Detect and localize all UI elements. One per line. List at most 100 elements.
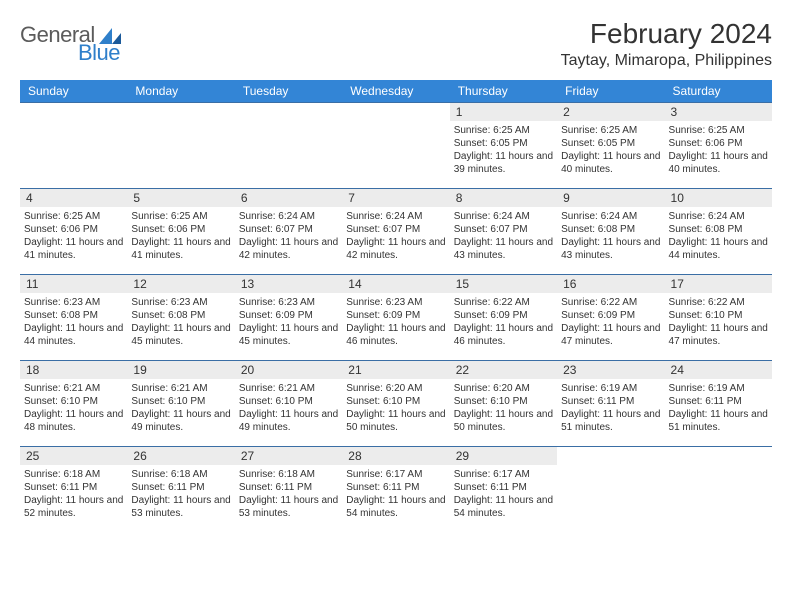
day-body: Sunrise: 6:24 AMSunset: 6:07 PMDaylight:… <box>235 207 342 264</box>
day-number: 15 <box>450 275 557 293</box>
logo-text-blue: Blue <box>78 40 120 66</box>
day-cell: 24Sunrise: 6:19 AMSunset: 6:11 PMDayligh… <box>665 361 772 447</box>
day-number: 5 <box>127 189 234 207</box>
day-number: 24 <box>665 361 772 379</box>
title-block: February 2024 Taytay, Mimaropa, Philippi… <box>561 18 772 70</box>
day-body: Sunrise: 6:25 AMSunset: 6:06 PMDaylight:… <box>665 121 772 178</box>
day-cell: 12Sunrise: 6:23 AMSunset: 6:08 PMDayligh… <box>127 275 234 361</box>
day-number: 27 <box>235 447 342 465</box>
day-number: 10 <box>665 189 772 207</box>
day-number: 13 <box>235 275 342 293</box>
day-number: 8 <box>450 189 557 207</box>
day-cell: 25Sunrise: 6:18 AMSunset: 6:11 PMDayligh… <box>20 447 127 533</box>
day-number: 1 <box>450 103 557 121</box>
day-number: 14 <box>342 275 449 293</box>
day-body: Sunrise: 6:19 AMSunset: 6:11 PMDaylight:… <box>665 379 772 436</box>
day-body: Sunrise: 6:23 AMSunset: 6:08 PMDaylight:… <box>127 293 234 350</box>
day-cell: 27Sunrise: 6:18 AMSunset: 6:11 PMDayligh… <box>235 447 342 533</box>
day-number: 7 <box>342 189 449 207</box>
day-cell: 9Sunrise: 6:24 AMSunset: 6:08 PMDaylight… <box>557 189 664 275</box>
week-row: 25Sunrise: 6:18 AMSunset: 6:11 PMDayligh… <box>20 447 772 533</box>
day-header-row: SundayMondayTuesdayWednesdayThursdayFrid… <box>20 80 772 103</box>
day-body: Sunrise: 6:25 AMSunset: 6:05 PMDaylight:… <box>450 121 557 178</box>
day-cell: 17Sunrise: 6:22 AMSunset: 6:10 PMDayligh… <box>665 275 772 361</box>
day-cell: 13Sunrise: 6:23 AMSunset: 6:09 PMDayligh… <box>235 275 342 361</box>
week-row: 4Sunrise: 6:25 AMSunset: 6:06 PMDaylight… <box>20 189 772 275</box>
day-body: Sunrise: 6:22 AMSunset: 6:09 PMDaylight:… <box>450 293 557 350</box>
day-header: Wednesday <box>342 80 449 103</box>
day-number: 19 <box>127 361 234 379</box>
day-number: 25 <box>20 447 127 465</box>
day-body: Sunrise: 6:21 AMSunset: 6:10 PMDaylight:… <box>20 379 127 436</box>
day-number: 18 <box>20 361 127 379</box>
day-body: Sunrise: 6:21 AMSunset: 6:10 PMDaylight:… <box>127 379 234 436</box>
day-number: 21 <box>342 361 449 379</box>
day-cell: 11Sunrise: 6:23 AMSunset: 6:08 PMDayligh… <box>20 275 127 361</box>
day-number: 26 <box>127 447 234 465</box>
day-cell: 22Sunrise: 6:20 AMSunset: 6:10 PMDayligh… <box>450 361 557 447</box>
day-cell <box>342 103 449 189</box>
day-body: Sunrise: 6:20 AMSunset: 6:10 PMDaylight:… <box>342 379 449 436</box>
day-cell: 19Sunrise: 6:21 AMSunset: 6:10 PMDayligh… <box>127 361 234 447</box>
day-body: Sunrise: 6:25 AMSunset: 6:06 PMDaylight:… <box>127 207 234 264</box>
day-body: Sunrise: 6:24 AMSunset: 6:07 PMDaylight:… <box>342 207 449 264</box>
day-number: 29 <box>450 447 557 465</box>
day-number: 4 <box>20 189 127 207</box>
day-cell: 14Sunrise: 6:23 AMSunset: 6:09 PMDayligh… <box>342 275 449 361</box>
day-body: Sunrise: 6:21 AMSunset: 6:10 PMDaylight:… <box>235 379 342 436</box>
day-cell: 4Sunrise: 6:25 AMSunset: 6:06 PMDaylight… <box>20 189 127 275</box>
day-cell: 29Sunrise: 6:17 AMSunset: 6:11 PMDayligh… <box>450 447 557 533</box>
day-cell: 15Sunrise: 6:22 AMSunset: 6:09 PMDayligh… <box>450 275 557 361</box>
day-cell: 26Sunrise: 6:18 AMSunset: 6:11 PMDayligh… <box>127 447 234 533</box>
day-number: 20 <box>235 361 342 379</box>
day-header: Monday <box>127 80 234 103</box>
day-cell: 3Sunrise: 6:25 AMSunset: 6:06 PMDaylight… <box>665 103 772 189</box>
day-header: Friday <box>557 80 664 103</box>
week-row: 1Sunrise: 6:25 AMSunset: 6:05 PMDaylight… <box>20 103 772 189</box>
week-row: 11Sunrise: 6:23 AMSunset: 6:08 PMDayligh… <box>20 275 772 361</box>
day-body: Sunrise: 6:17 AMSunset: 6:11 PMDaylight:… <box>450 465 557 522</box>
day-cell: 10Sunrise: 6:24 AMSunset: 6:08 PMDayligh… <box>665 189 772 275</box>
day-body: Sunrise: 6:23 AMSunset: 6:08 PMDaylight:… <box>20 293 127 350</box>
day-body: Sunrise: 6:18 AMSunset: 6:11 PMDaylight:… <box>235 465 342 522</box>
day-header: Tuesday <box>235 80 342 103</box>
day-number: 22 <box>450 361 557 379</box>
day-number: 28 <box>342 447 449 465</box>
day-body: Sunrise: 6:18 AMSunset: 6:11 PMDaylight:… <box>127 465 234 522</box>
day-body: Sunrise: 6:19 AMSunset: 6:11 PMDaylight:… <box>557 379 664 436</box>
day-body: Sunrise: 6:23 AMSunset: 6:09 PMDaylight:… <box>235 293 342 350</box>
day-cell: 6Sunrise: 6:24 AMSunset: 6:07 PMDaylight… <box>235 189 342 275</box>
header: General Blue February 2024 Taytay, Mimar… <box>20 18 772 70</box>
location: Taytay, Mimaropa, Philippines <box>561 52 772 70</box>
day-body: Sunrise: 6:22 AMSunset: 6:09 PMDaylight:… <box>557 293 664 350</box>
day-number: 9 <box>557 189 664 207</box>
day-cell <box>557 447 664 533</box>
day-cell: 20Sunrise: 6:21 AMSunset: 6:10 PMDayligh… <box>235 361 342 447</box>
day-cell: 5Sunrise: 6:25 AMSunset: 6:06 PMDaylight… <box>127 189 234 275</box>
day-cell: 23Sunrise: 6:19 AMSunset: 6:11 PMDayligh… <box>557 361 664 447</box>
day-cell: 18Sunrise: 6:21 AMSunset: 6:10 PMDayligh… <box>20 361 127 447</box>
day-number: 2 <box>557 103 664 121</box>
day-number: 23 <box>557 361 664 379</box>
day-number: 11 <box>20 275 127 293</box>
day-number: 17 <box>665 275 772 293</box>
day-body: Sunrise: 6:24 AMSunset: 6:08 PMDaylight:… <box>557 207 664 264</box>
day-body: Sunrise: 6:20 AMSunset: 6:10 PMDaylight:… <box>450 379 557 436</box>
day-cell <box>127 103 234 189</box>
month-title: February 2024 <box>561 18 772 50</box>
day-cell: 8Sunrise: 6:24 AMSunset: 6:07 PMDaylight… <box>450 189 557 275</box>
day-cell: 21Sunrise: 6:20 AMSunset: 6:10 PMDayligh… <box>342 361 449 447</box>
day-number: 3 <box>665 103 772 121</box>
day-number: 16 <box>557 275 664 293</box>
day-header: Saturday <box>665 80 772 103</box>
day-header: Sunday <box>20 80 127 103</box>
day-cell <box>20 103 127 189</box>
logo: General Blue <box>20 18 121 48</box>
day-cell <box>235 103 342 189</box>
day-body: Sunrise: 6:23 AMSunset: 6:09 PMDaylight:… <box>342 293 449 350</box>
day-body: Sunrise: 6:17 AMSunset: 6:11 PMDaylight:… <box>342 465 449 522</box>
day-body: Sunrise: 6:24 AMSunset: 6:07 PMDaylight:… <box>450 207 557 264</box>
day-body: Sunrise: 6:22 AMSunset: 6:10 PMDaylight:… <box>665 293 772 350</box>
day-cell: 7Sunrise: 6:24 AMSunset: 6:07 PMDaylight… <box>342 189 449 275</box>
day-number: 12 <box>127 275 234 293</box>
